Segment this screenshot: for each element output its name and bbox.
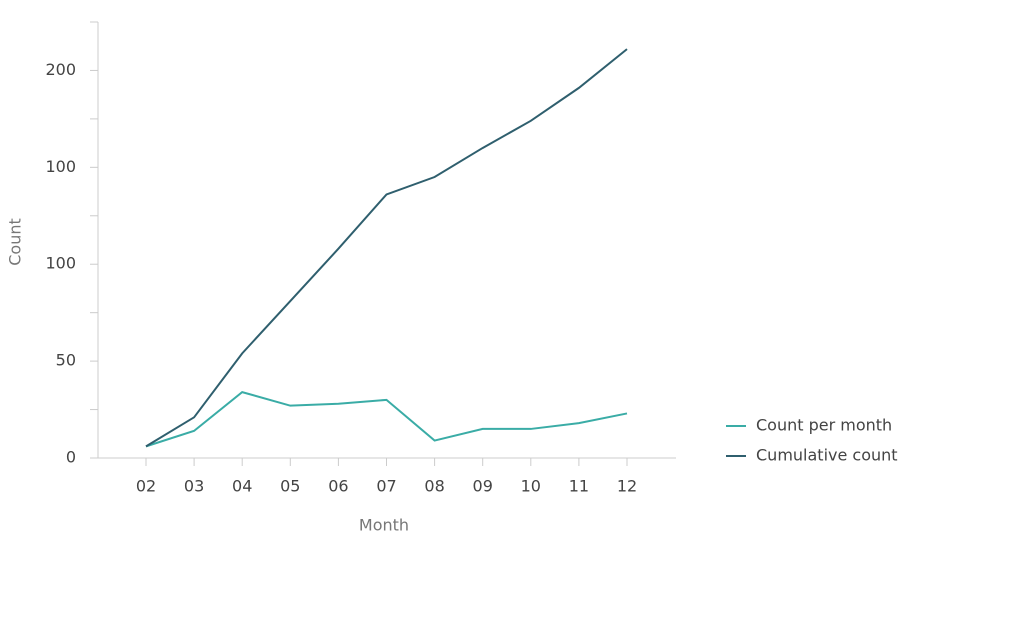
series-line: [145, 391, 628, 448]
x-tick-label: 04: [232, 477, 252, 496]
y-axis-label: Count: [6, 218, 25, 266]
y-tick-label: 0: [66, 448, 76, 467]
x-tick-label: 08: [424, 477, 444, 496]
x-tick-label: 06: [328, 477, 348, 496]
x-axis-label: Month: [359, 516, 409, 535]
y-tick-label: 200: [45, 60, 76, 79]
series-line: [145, 48, 628, 448]
y-tick-label: 50: [56, 351, 76, 370]
y-tick-label: 100: [45, 254, 76, 273]
x-tick-label: 02: [136, 477, 156, 496]
x-tick-label: 03: [184, 477, 204, 496]
x-tick-label: 09: [473, 477, 493, 496]
legend-label: Count per month: [756, 416, 892, 435]
legend-label: Cumulative count: [756, 446, 898, 465]
x-tick-label: 05: [280, 477, 300, 496]
x-tick-label: 10: [521, 477, 541, 496]
x-tick-label: 11: [569, 477, 589, 496]
x-tick-label: 12: [617, 477, 637, 496]
y-tick-label: 100: [45, 157, 76, 176]
x-tick-label: 07: [376, 477, 396, 496]
